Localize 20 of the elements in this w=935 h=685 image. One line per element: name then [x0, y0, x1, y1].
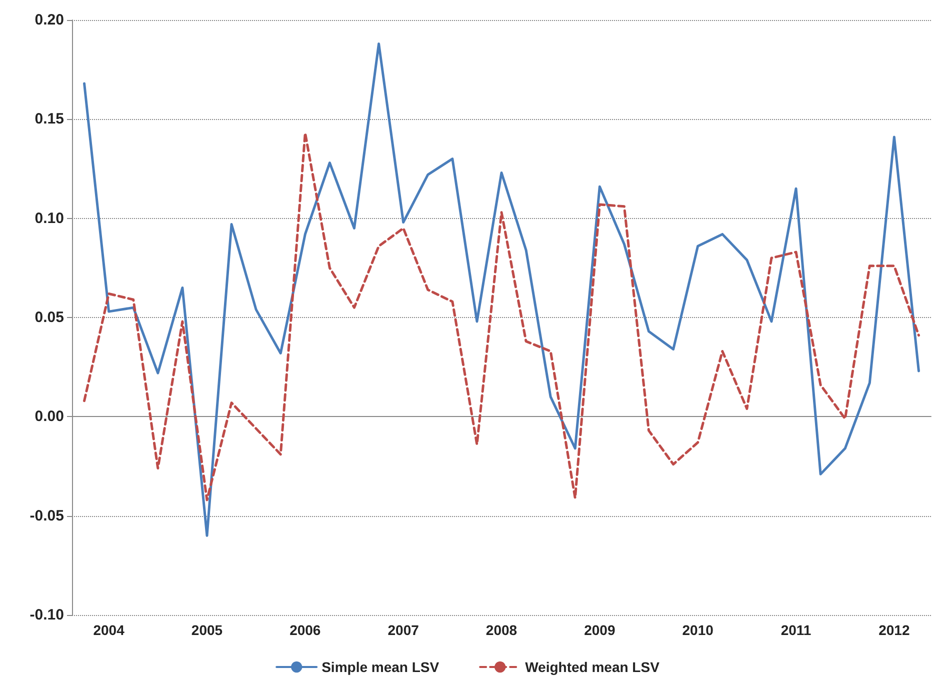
y-tick-label: 0.15: [34, 110, 64, 128]
x-tick-label: 2007: [388, 622, 420, 638]
line-series: [83, 42, 920, 537]
x-tick-label: 2012: [878, 622, 910, 638]
x-tick-label: 2011: [780, 622, 812, 638]
x-tick-label: 2006: [290, 622, 321, 638]
x-tick-label: 2009: [584, 622, 616, 638]
y-tick-label: 0.20: [34, 12, 64, 28]
line-series: [83, 132, 920, 502]
x-tick-label: 2005: [191, 622, 223, 638]
x-tick-label: 2010: [682, 622, 714, 638]
y-tick-label: 0.05: [34, 309, 64, 326]
x-tick-label: 2008: [486, 622, 518, 638]
legend-label: Simple mean LSV: [322, 659, 440, 675]
x-tick-label: 2004: [93, 622, 125, 638]
legend-label: Weighted mean LSV: [525, 659, 660, 675]
y-tick-label: 0.00: [34, 408, 64, 426]
y-tick-label: 0.10: [34, 210, 64, 227]
y-tick-label: -0.05: [30, 507, 64, 524]
y-tick-label: -0.10: [30, 606, 64, 624]
